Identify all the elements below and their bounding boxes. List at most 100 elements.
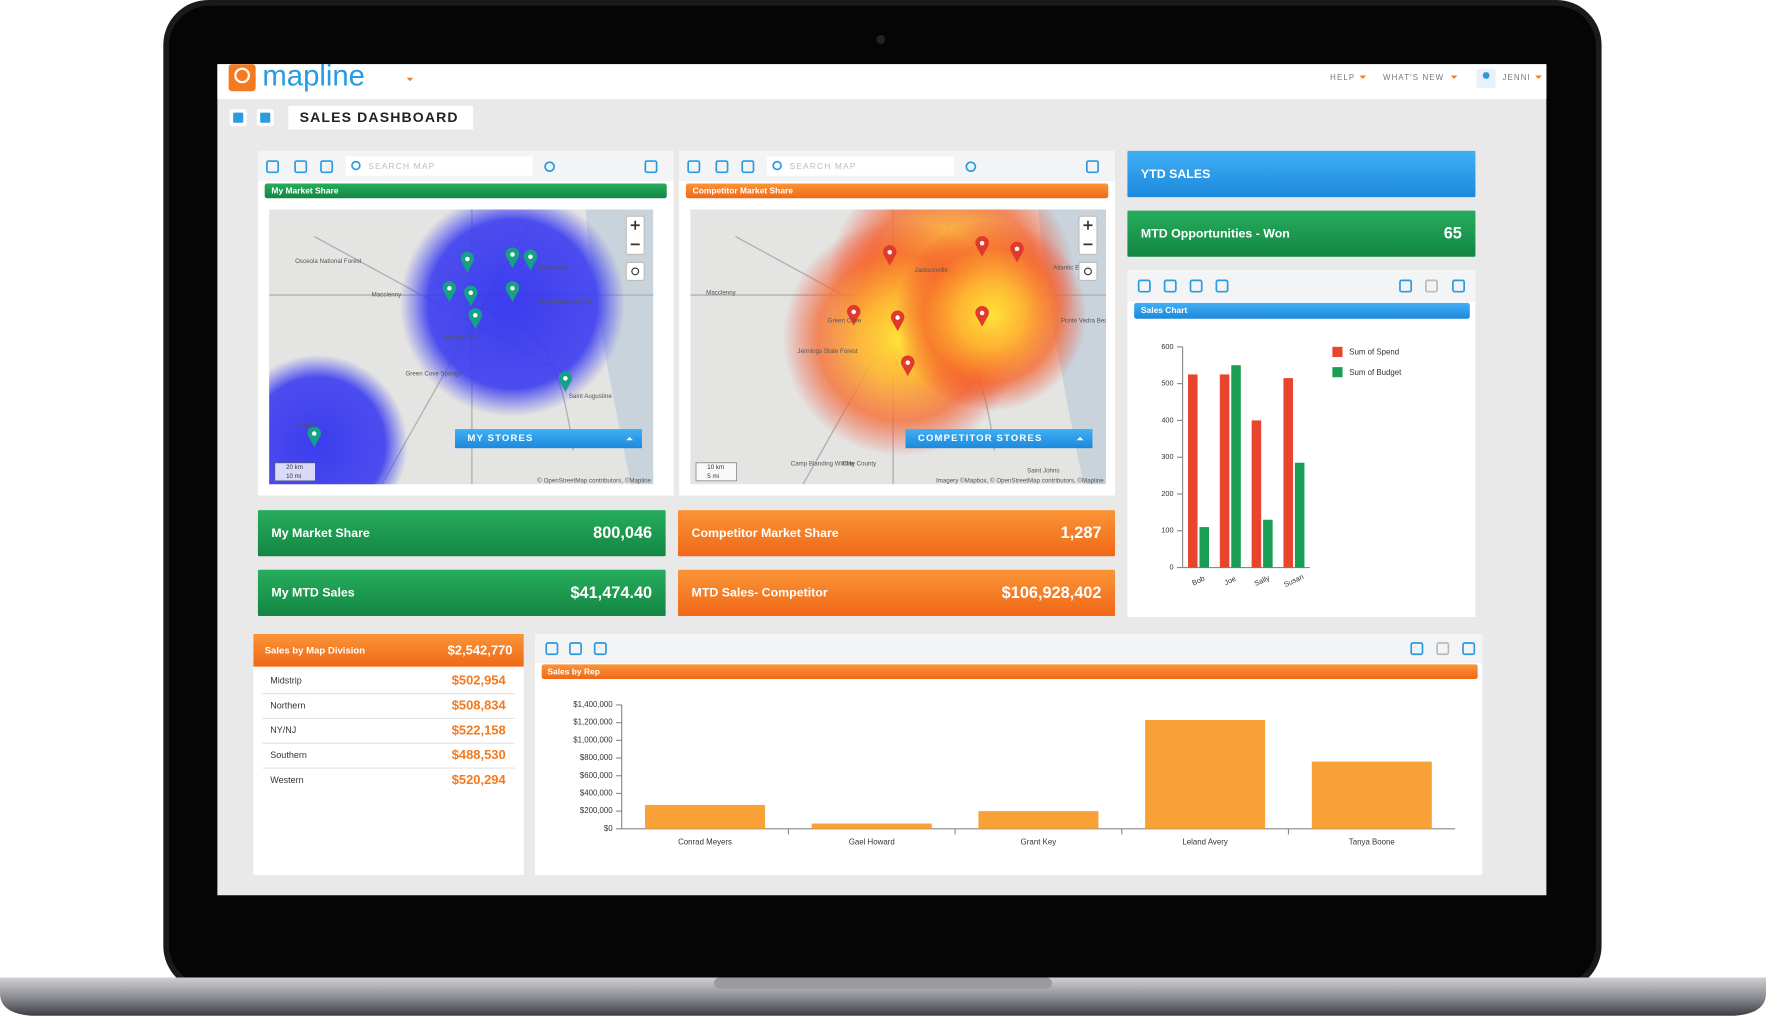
- tool-icon[interactable]: [1189, 279, 1203, 293]
- kpi-label: My MTD Sales: [271, 586, 354, 600]
- search-placeholder[interactable]: SEARCH MAP: [368, 161, 435, 171]
- refresh-icon[interactable]: [965, 161, 977, 173]
- zoom-icons: [630, 220, 640, 246]
- refresh-icon[interactable]: [544, 161, 555, 173]
- tool-icon[interactable]: [644, 160, 658, 174]
- map-pin[interactable]: [890, 310, 905, 332]
- place-label: Osceola National Forest: [295, 258, 362, 265]
- chart-title: Sales by Rep: [547, 667, 600, 677]
- tool-icon[interactable]: [320, 160, 334, 174]
- map-pin[interactable]: [975, 305, 989, 327]
- menu-help[interactable]: HELP: [1330, 73, 1355, 82]
- layer-button[interactable]: [455, 429, 642, 449]
- map-pin[interactable]: [505, 281, 520, 302]
- pin-dot: [468, 290, 474, 296]
- tool-icon[interactable]: [593, 642, 607, 656]
- y-tick-label: 0: [1170, 562, 1174, 571]
- kpi-tile: [257, 569, 666, 616]
- logo-text[interactable]: mapline: [262, 59, 365, 92]
- layer-button-label[interactable]: MY STORES: [467, 433, 533, 444]
- search-box[interactable]: [766, 156, 954, 176]
- x-tick-label: Tanya Boone: [1349, 837, 1396, 846]
- row-label: Southern: [270, 750, 307, 760]
- tool-icon[interactable]: [294, 160, 308, 174]
- row-value: $522,158: [452, 722, 506, 737]
- place-label: Jacksonville Beach: [538, 298, 591, 305]
- y-tick-label: $0: [604, 824, 613, 833]
- map-pin[interactable]: [558, 371, 573, 392]
- user-name[interactable]: JENNI: [1502, 73, 1530, 82]
- tool-icon[interactable]: [1163, 279, 1177, 293]
- menu-whats-new[interactable]: WHAT'S NEW: [1383, 73, 1444, 82]
- tool-icon[interactable]: [1436, 642, 1450, 656]
- zoom-icons: [1083, 220, 1093, 246]
- add-icon: [233, 112, 244, 123]
- map-pin[interactable]: [846, 304, 861, 326]
- kpi-value: 1,287: [1061, 524, 1102, 542]
- tool-icon[interactable]: [1425, 279, 1438, 293]
- map-pin[interactable]: [442, 281, 457, 302]
- map-pin[interactable]: [975, 236, 989, 257]
- pin-dot: [905, 360, 911, 365]
- pin-dot: [851, 309, 856, 315]
- y-tick-label: $1,000,000: [573, 735, 613, 744]
- kpi-tile: [1127, 150, 1476, 198]
- tool-icon[interactable]: [741, 160, 755, 174]
- kpi-value: 800,046: [593, 524, 652, 542]
- tool-icon[interactable]: [1399, 279, 1413, 293]
- table-rows: Midstrip $502,954 Northern $508,834 NY/NJ $52…: [262, 673, 515, 787]
- legend-label: Sum of Budget: [1349, 368, 1402, 377]
- place-label: Macclenny: [706, 289, 736, 296]
- tool-icon[interactable]: [569, 642, 583, 656]
- layer-button-label[interactable]: COMPETITOR STORES: [918, 433, 1043, 444]
- place-label: Saint Augustine: [569, 393, 613, 400]
- map-pin[interactable]: [464, 285, 478, 307]
- search-placeholder[interactable]: SEARCH MAP: [790, 161, 857, 171]
- place-label: Green Cove: [828, 318, 862, 325]
- map-pin[interactable]: [882, 245, 897, 266]
- tool-icon[interactable]: [1137, 279, 1151, 293]
- tool-icon[interactable]: [545, 642, 559, 656]
- tool-icon[interactable]: [687, 160, 701, 174]
- tool-icon[interactable]: [1462, 642, 1476, 656]
- camera: [876, 34, 886, 44]
- row-label: NY/NJ: [270, 725, 296, 735]
- map-pin[interactable]: [307, 426, 321, 448]
- search-box[interactable]: [345, 156, 533, 176]
- y-tick-label: 400: [1161, 415, 1173, 424]
- tool-icon[interactable]: [715, 160, 729, 174]
- attribution: Imagery ©Mapbox, © OpenStreetMap contrib…: [936, 477, 1104, 484]
- map-pin[interactable]: [468, 308, 483, 329]
- map-pin[interactable]: [523, 249, 538, 271]
- kpi-tile: [257, 510, 666, 557]
- notch: [714, 977, 1052, 989]
- locate-control[interactable]: [1078, 261, 1098, 281]
- map-pin[interactable]: [505, 247, 520, 269]
- place-label: Jennings State Forest: [797, 348, 857, 355]
- tool-icon[interactable]: [1410, 642, 1424, 656]
- scale-label: 10 km: [707, 464, 724, 471]
- locate-icon: [631, 267, 640, 276]
- bar: [1199, 527, 1209, 568]
- scale-bar: [695, 462, 737, 482]
- tool-icon[interactable]: [1086, 160, 1099, 174]
- tool-icon[interactable]: [1215, 279, 1229, 293]
- x-tick-label: Grant Key: [1021, 837, 1057, 846]
- tool-icon[interactable]: [1452, 279, 1466, 293]
- locate-control[interactable]: [625, 261, 645, 281]
- map-pin[interactable]: [1010, 241, 1024, 263]
- legend-swatch: [1332, 346, 1343, 357]
- y-tick-label: 100: [1161, 526, 1173, 535]
- row-label: Northern: [270, 700, 305, 710]
- map-pin[interactable]: [460, 251, 475, 273]
- y-tick-label: $200,000: [580, 806, 613, 815]
- row-value: $488,530: [452, 747, 506, 762]
- tool-icon[interactable]: [266, 160, 280, 174]
- y-tick-label: 200: [1161, 489, 1173, 498]
- bar: [1283, 378, 1293, 568]
- search-icon: [351, 160, 361, 171]
- map-pin[interactable]: [901, 355, 915, 377]
- bar: [645, 804, 766, 829]
- layer-button[interactable]: [905, 429, 1093, 449]
